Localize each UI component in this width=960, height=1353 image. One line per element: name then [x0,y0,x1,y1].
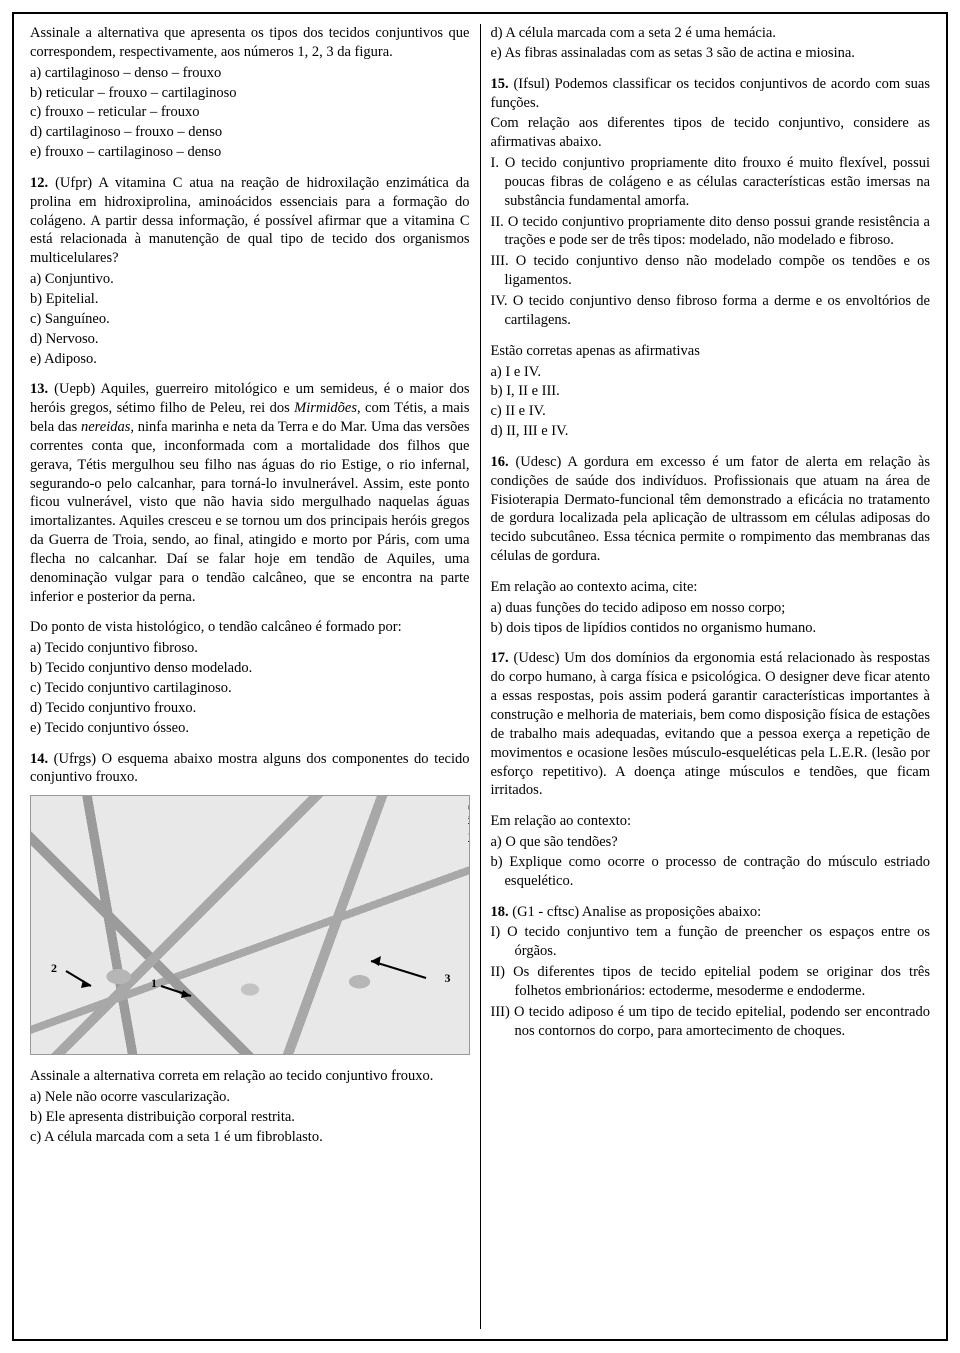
option-a: a) cartilaginoso – denso – frouxo [30,64,470,83]
q15-number: 15. [491,76,509,92]
q12-option-a: a) Conjuntivo. [30,270,470,289]
option-c: c) frouxo – reticular – frouxo [30,103,470,122]
option-b: b) reticular – frouxo – cartilaginoso [30,84,470,103]
q16-text: A gordura em excesso é um fator de alert… [491,454,931,564]
q14-option-e: e) As fibras assinaladas com as setas 3 … [491,44,931,63]
q14-source: (Ufrgs) [48,751,101,767]
q15-text2: Com relação aos diferentes tipos de teci… [491,114,931,152]
q17-option-b: b) Explique como ocorre o processo de co… [491,853,931,891]
q13-text3: ninfa marinha e neta da Terra e do Mar. … [30,419,470,605]
question-13: 13. (Uepb) Aquiles, guerreiro mitológico… [30,380,470,606]
q18-number: 18. [491,904,509,920]
question-15: 15. (Ifsul) Podemos classificar os tecid… [491,75,931,113]
q14-option-a: a) Nele não ocorre vascularização. [30,1088,470,1107]
q15-affirmation-iv: IV. O tecido conjuntivo denso fibroso fo… [491,292,931,330]
q17-number: 17. [491,650,509,666]
q13-subquestion: Do ponto de vista histológico, o tendão … [30,618,470,637]
document-page: Assinale a alternativa que apresenta os … [12,12,948,1341]
q16-option-a: a) duas funções do tecido adiposo em nos… [491,599,931,618]
q12-source: (Ufpr) [48,175,98,191]
question-12: 12. (Ufpr) A vitamina C atua na reação d… [30,174,470,268]
q12-option-e: e) Adiposo. [30,350,470,369]
question-16: 16. (Udesc) A gordura em excesso é um fa… [491,453,931,566]
q16-source: (Udesc) [509,454,568,470]
q15-affirmation-iii: III. O tecido conjuntivo denso não model… [491,252,931,290]
q15-option-a: a) I e IV. [491,363,931,382]
q12-number: 12. [30,175,48,191]
q18-source: (G1 - cftsc) [509,904,582,920]
right-column: d) A célula marcada com a seta 2 é uma h… [481,24,935,1329]
q15-option-d: d) II, III e IV. [491,422,931,441]
q12-option-c: c) Sanguíneo. [30,310,470,329]
q13-option-c: c) Tecido conjuntivo cartilaginoso. [30,679,470,698]
q15-affirmation-i: I. O tecido conjuntivo propriamente dito… [491,154,931,211]
q14-option-c: c) A célula marcada com a seta 1 é um fi… [30,1128,470,1147]
q16-number: 16. [491,454,509,470]
left-column: Assinale a alternativa que apresenta os … [26,24,481,1329]
q17-option-a: a) O que são tendões? [491,833,931,852]
q17-source: (Udesc) [509,650,565,666]
q15-option-c: c) II e IV. [491,402,931,421]
q13-option-d: d) Tecido conjuntivo frouxo. [30,699,470,718]
q18-affirmation-i: I) O tecido conjuntivo tem a função de p… [491,923,931,961]
q16-option-b: b) dois tipos de lipídios contidos no or… [491,619,931,638]
option-d: d) cartilaginoso – frouxo – denso [30,123,470,142]
q17-text: Um dos domínios da ergonomia está relaci… [491,650,931,798]
q15-text1: Podemos classificar os tecidos conjuntiv… [491,76,930,111]
question-intro-text: Assinale a alternativa que apresenta os … [30,24,470,62]
question-17: 17. (Udesc) Um dos domínios da ergonomia… [491,649,931,800]
q15-option-b: b) I, II e III. [491,382,931,401]
q14-option-d: d) A célula marcada com a seta 2 é uma h… [491,24,931,43]
q16-subquestion: Em relação ao contexto acima, cite: [491,578,931,597]
q13-source: (Uepb) [48,381,100,397]
q17-subquestion: Em relação ao contexto: [491,812,931,831]
q13-number: 13. [30,381,48,397]
q15-subquestion: Estão corretas apenas as afirmativas [491,342,931,361]
q18-affirmation-ii: II) Os diferentes tipos de tecido epitel… [491,963,931,1001]
q13-option-a: a) Tecido conjuntivo fibroso. [30,639,470,658]
q12-option-d: d) Nervoso. [30,330,470,349]
q12-option-b: b) Epitelial. [30,290,470,309]
q14-option-b: b) Ele apresenta distribuição corporal r… [30,1108,470,1127]
q13-italic2: nereidas, [81,419,134,435]
q18-affirmation-iii: III) O tecido adiposo é um tipo de tecid… [491,1003,931,1041]
question-18: 18. (G1 - cftsc) Analise as proposições … [491,903,931,922]
q13-option-b: b) Tecido conjuntivo denso modelado. [30,659,470,678]
question-14: 14. (Ufrgs) O esquema abaixo mostra algu… [30,750,470,788]
q15-source: (Ifsul) [509,76,555,92]
option-e: e) frouxo – cartilaginoso – denso [30,143,470,162]
q14-subquestion: Assinale a alternativa correta em relaçã… [30,1067,470,1086]
q14-figure: Interbits® 1 2 3 [30,795,470,1055]
q13-italic1: Mirmidões [294,400,357,416]
figure-arrows [31,796,469,1054]
q15-affirmation-ii: II. O tecido conjuntivo propriamente dit… [491,213,931,251]
q13-option-e: e) Tecido conjuntivo ósseo. [30,719,470,738]
q18-text: Analise as proposições abaixo: [582,904,761,920]
q14-number: 14. [30,751,48,767]
